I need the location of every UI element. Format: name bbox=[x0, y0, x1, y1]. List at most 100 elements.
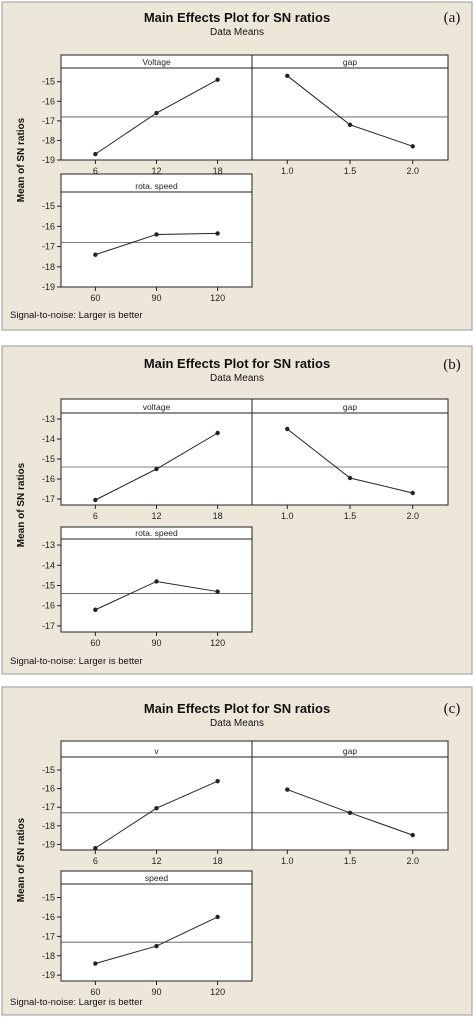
y-tick-label: -17 bbox=[42, 802, 55, 812]
x-tick-label: 6 bbox=[93, 511, 98, 521]
chart-1: Main Effects Plot for SN ratios Data Mean… bbox=[1, 1, 473, 331]
panel-3: speed -19 -18 -17 -16 -15 60 90 120 bbox=[42, 870, 253, 997]
factor-name: gap bbox=[343, 402, 357, 412]
x-tick-label: 90 bbox=[151, 638, 161, 648]
data-point bbox=[347, 475, 353, 481]
x-tick-label: 2.0 bbox=[406, 166, 419, 176]
x-tick-label: 1.0 bbox=[281, 511, 294, 521]
y-tick-label: -15 bbox=[42, 765, 55, 775]
y-tick-label: -17 bbox=[42, 116, 55, 126]
x-tick-label: 1.0 bbox=[281, 856, 294, 866]
x-tick-label: 18 bbox=[213, 856, 223, 866]
y-tick-label: -18 bbox=[42, 135, 55, 145]
y-tick-label: -13 bbox=[42, 414, 55, 424]
y-tick-label: -19 bbox=[42, 155, 55, 165]
chart-subtitle: Data Means bbox=[210, 718, 264, 729]
y-tick-label: -19 bbox=[42, 970, 55, 980]
y-tick-label: -17 bbox=[42, 242, 55, 252]
x-tick-label: 6 bbox=[93, 166, 98, 176]
y-tick-label: -15 bbox=[42, 893, 55, 903]
y-tick-label: -17 bbox=[42, 494, 55, 504]
factor-name: gap bbox=[343, 746, 357, 756]
data-point bbox=[215, 589, 220, 594]
panel-1: voltage -17 -16 -15 -14 -13 6 12 18 bbox=[42, 398, 253, 521]
x-tick-label: 60 bbox=[90, 987, 100, 997]
panel-2: gap 1.0 1.5 2.0 bbox=[251, 54, 449, 176]
panel-2: gap 1.0 1.5 2.0 bbox=[251, 398, 449, 521]
factor-name: gap bbox=[343, 57, 357, 67]
data-point bbox=[285, 787, 290, 792]
y-tick-label: -15 bbox=[42, 581, 55, 591]
y-tick-label: -15 bbox=[42, 201, 55, 211]
y-axis-label: Mean of SN ratios bbox=[16, 117, 27, 202]
plot-area bbox=[251, 398, 449, 506]
factor-name: rota. speed bbox=[135, 528, 178, 538]
chart-subtitle: Data Means bbox=[210, 27, 264, 38]
y-tick-label: -13 bbox=[42, 540, 55, 550]
x-tick-label: 18 bbox=[213, 511, 223, 521]
data-point bbox=[93, 151, 98, 157]
footnote: Signal-to-noise: Larger is better bbox=[10, 310, 143, 321]
x-tick-label: 1.5 bbox=[344, 166, 357, 176]
y-tick-label: -16 bbox=[42, 221, 55, 231]
y-tick-label: -16 bbox=[42, 96, 55, 106]
data-point bbox=[347, 810, 353, 815]
factor-name: voltage bbox=[143, 402, 171, 412]
data-point bbox=[93, 961, 98, 966]
data-point bbox=[154, 805, 159, 811]
data-point bbox=[347, 122, 353, 127]
chart-title: Main Effects Plot for SN ratios bbox=[144, 10, 330, 25]
y-tick-label: -19 bbox=[42, 282, 55, 292]
y-tick-label: -16 bbox=[42, 474, 55, 484]
x-tick-label: 12 bbox=[151, 856, 161, 866]
y-tick-label: -18 bbox=[42, 951, 55, 961]
y-tick-label: -16 bbox=[42, 912, 55, 922]
panel-1: v -19 -18 -17 -16 -15 6 12 18 bbox=[42, 740, 253, 866]
footnote: Signal-to-noise: Larger is better bbox=[10, 997, 143, 1008]
x-tick-label: 6 bbox=[93, 856, 98, 866]
y-tick-label: -15 bbox=[42, 454, 55, 464]
data-point bbox=[215, 77, 220, 82]
x-tick-label: 1.0 bbox=[281, 166, 294, 176]
factor-name: Voltage bbox=[142, 57, 171, 67]
y-tick-label: -18 bbox=[42, 262, 55, 272]
panel-label: (b) bbox=[443, 357, 461, 373]
data-point bbox=[410, 144, 415, 149]
chart-title: Main Effects Plot for SN ratios bbox=[144, 701, 330, 716]
factor-name: speed bbox=[145, 873, 168, 883]
data-point bbox=[154, 466, 159, 472]
panel-3: rota. speed -17 -16 -15 -14 -13 60 90 120 bbox=[42, 526, 253, 648]
x-tick-label: 12 bbox=[151, 511, 161, 521]
x-tick-label: 18 bbox=[213, 166, 223, 176]
y-tick-label: -16 bbox=[42, 784, 55, 794]
factor-name: rota. speed bbox=[135, 181, 178, 191]
data-point bbox=[215, 231, 220, 236]
x-tick-label: 12 bbox=[151, 166, 161, 176]
x-tick-label: 2.0 bbox=[406, 856, 419, 866]
chart-2: Main Effects Plot for SN ratios Data Mean… bbox=[1, 345, 473, 675]
y-axis-label: Mean of SN ratios bbox=[16, 462, 27, 547]
y-tick-label: -17 bbox=[42, 621, 55, 631]
x-tick-label: 90 bbox=[151, 293, 161, 303]
plot-area bbox=[60, 870, 253, 982]
y-axis-label: Mean of SN ratios bbox=[16, 817, 27, 902]
plot-area bbox=[60, 54, 253, 161]
data-point bbox=[285, 426, 290, 432]
data-point bbox=[285, 73, 290, 79]
x-tick-label: 2.0 bbox=[406, 511, 419, 521]
x-tick-label: 1.5 bbox=[344, 511, 357, 521]
footnote: Signal-to-noise: Larger is better bbox=[10, 656, 143, 667]
data-point bbox=[154, 232, 159, 237]
x-tick-label: 60 bbox=[90, 293, 100, 303]
data-point bbox=[154, 579, 159, 584]
x-tick-label: 120 bbox=[210, 638, 225, 648]
data-point bbox=[154, 943, 159, 949]
x-tick-label: 120 bbox=[210, 987, 225, 997]
data-point bbox=[215, 430, 220, 436]
data-point bbox=[93, 497, 98, 503]
data-point bbox=[154, 110, 159, 116]
plot-area bbox=[60, 173, 253, 288]
panel-1: Voltage -19 -18 -17 -16 -15 6 12 18 bbox=[42, 54, 253, 176]
y-tick-label: -15 bbox=[42, 77, 55, 87]
data-point bbox=[410, 832, 415, 838]
